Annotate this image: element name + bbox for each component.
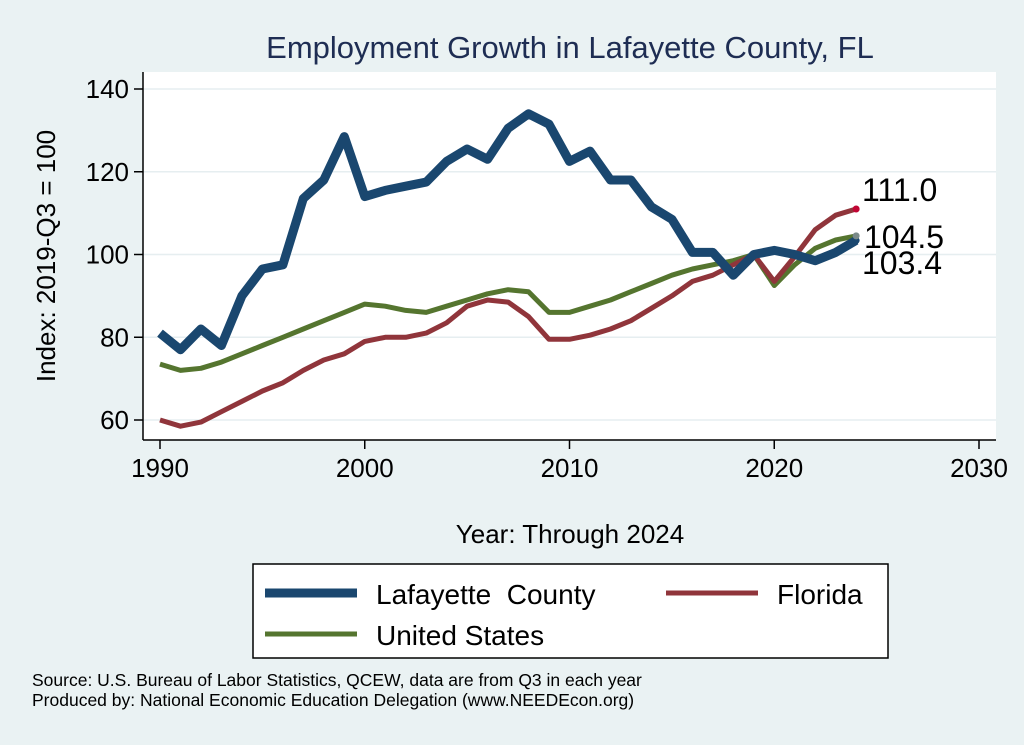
series-line-florida <box>159 206 857 429</box>
end-marker-united-states <box>852 232 860 240</box>
legend-label-united-states: United States <box>376 620 544 651</box>
x-tick-label-2010: 2010 <box>541 453 599 483</box>
y-tick-label-60: 60 <box>100 405 129 435</box>
y-tick-label-120: 120 <box>86 157 129 187</box>
series-line-lafayette <box>157 109 859 355</box>
end-labels: 103.4 111.0 104.5 <box>862 172 944 281</box>
end-marker-florida <box>852 205 860 213</box>
y-tick-label-80: 80 <box>100 322 129 352</box>
source-note: Source: U.S. Bureau of Labor Statistics,… <box>32 670 642 690</box>
legend-label-lafayette: Lafayette County <box>376 579 595 610</box>
chart-title: Employment Growth in Lafayette County, F… <box>266 30 874 65</box>
end-label-florida: 111.0 <box>862 172 937 208</box>
legend-box <box>252 563 889 659</box>
producer-note: Produced by: National Economic Education… <box>32 690 635 710</box>
legend-label-florida: Florida <box>777 579 863 610</box>
x-tick-label-2020: 2020 <box>745 453 803 483</box>
y-tick-label-100: 100 <box>86 240 129 270</box>
series-layer <box>157 109 860 429</box>
x-axis-label: Year: Through 2024 <box>456 519 684 549</box>
end-label-lafayette: 103.4 <box>862 245 942 281</box>
end-label-united-states: 104.5 <box>864 219 944 255</box>
x-tick-label-2030: 2030 <box>950 453 1008 483</box>
x-tick-label-2000: 2000 <box>336 453 394 483</box>
chart-footer: Source: U.S. Bureau of Labor Statistics,… <box>32 670 642 710</box>
y-tick-label-140: 140 <box>86 74 129 104</box>
y-axis-label: Index: 2019-Q3 = 100 <box>31 130 61 382</box>
legend: Lafayette County Florida United States <box>252 563 889 659</box>
x-tick-label-1990: 1990 <box>131 453 189 483</box>
axes: 60 80 100 120 140 1990 2000 2010 2020 2030 <box>86 72 1008 483</box>
